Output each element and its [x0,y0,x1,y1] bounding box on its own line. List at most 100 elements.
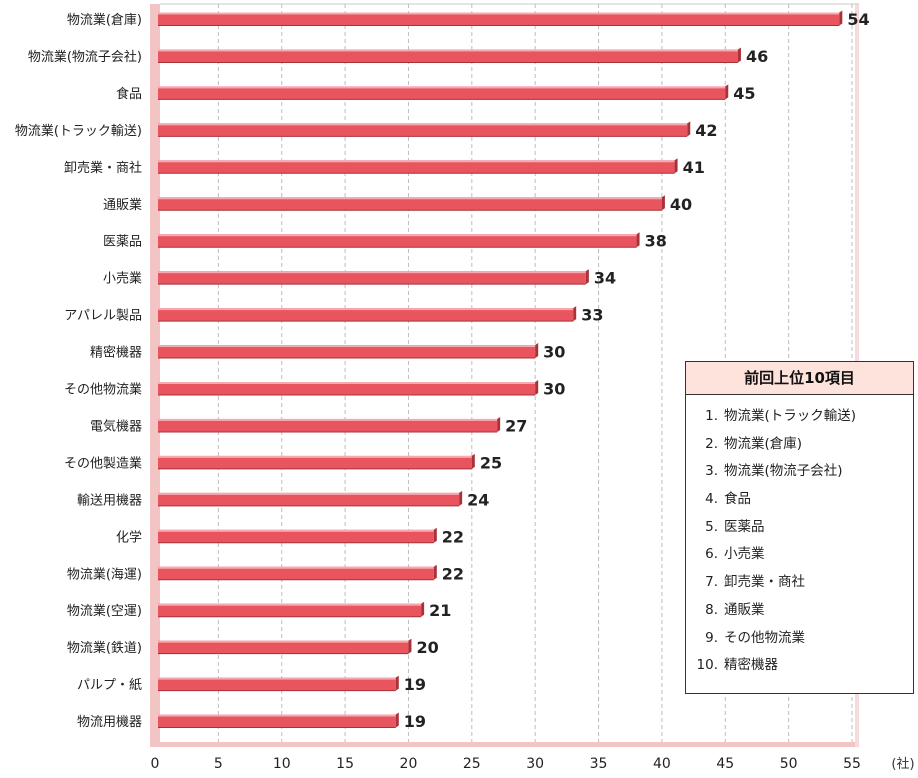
legend-item-rank: 3. [705,463,718,480]
category-label: 物流業(空運) [67,603,142,619]
legend-item-label: 卸売業・商社 [724,574,805,591]
category-label: 物流業(トラック輸送) [15,123,142,139]
legend-item-label: 物流業(物流子会社) [724,463,843,480]
frame-floor [150,742,859,747]
x-tick-label: 15 [336,756,354,772]
category-label: その他製造業 [64,455,142,471]
bar [158,380,539,396]
bar [158,269,589,285]
x-tick-label: 40 [653,756,671,772]
legend-item-label: 精密機器 [724,657,778,674]
legend-item: 4. 食品 [686,486,913,514]
bar [158,712,399,729]
data-label: 30 [543,380,565,399]
bar [158,232,640,248]
bar [158,675,399,692]
category-label: その他物流業 [64,382,142,398]
bar [158,343,539,359]
bar [158,10,843,26]
bar [158,84,729,100]
bar [158,601,425,618]
data-label: 54 [847,10,869,29]
bar [158,564,437,581]
data-label: 22 [442,527,464,546]
legend-item-rank: 8. [705,601,718,618]
data-label: 22 [442,564,464,583]
bars [158,10,843,729]
legend-item-rank: 9. [705,629,718,646]
x-tick-label: 50 [780,756,798,772]
category-label: 卸売業・商社 [64,160,142,176]
legend-item-rank: 7. [705,574,718,591]
data-label: 34 [594,269,616,288]
category-label: 物流業(物流子会社) [28,49,142,65]
category-label: 物流業(海運) [67,566,142,582]
bar [158,306,577,322]
legend-item: 6. 小売業 [686,541,913,569]
bar [158,158,678,174]
legend-title: 前回上位10項目 [686,362,913,395]
x-tick-label: 5 [214,756,223,772]
category-label: 物流業(倉庫) [67,12,142,28]
bar [158,527,437,544]
legend-item: 1. 物流業(トラック輸送) [686,403,913,431]
data-label: 19 [404,712,426,731]
x-tick-label: 30 [526,756,544,772]
category-label: 食品 [116,86,142,102]
category-label: 化学 [116,529,142,545]
legend-item: 5. 医薬品 [686,514,913,542]
bar [158,195,665,211]
legend-item: 9. その他物流業 [686,625,913,653]
legend-item: 2. 物流業(倉庫) [686,431,913,459]
category-label: 通販業 [103,197,142,213]
legend-item-rank: 4. [705,491,718,508]
data-label: 45 [733,84,755,103]
legend-item-label: 物流業(トラック輸送) [724,408,857,424]
legend-item-rank: 10. [696,657,718,674]
legend-item-rank: 5. [705,518,718,535]
legend-item-rank: 6. [705,546,718,563]
data-label: 38 [645,232,667,251]
legend-item: 3. 物流業(物流子会社) [686,458,913,486]
data-label: 25 [480,453,502,472]
legend-item-label: 物流業(倉庫) [724,435,803,452]
bar [158,121,691,137]
bar [158,453,475,470]
category-label: 物流用機器 [77,715,142,730]
category-label: 医薬品 [103,235,142,250]
x-tick-label: 10 [273,756,291,772]
data-label: 20 [416,638,438,657]
category-label: 輸送用機器 [77,493,142,508]
data-label: 24 [467,490,489,509]
legend-item-label: 食品 [724,491,751,508]
data-label: 41 [683,158,705,177]
legend-item-rank: 1. [705,408,718,424]
category-label: 小売業 [103,271,142,287]
frame-left-wall [150,4,160,742]
bar [158,416,501,433]
legend-list: 1. 物流業(トラック輸送) 2. 物流業(倉庫) 3. 物流業(物流子会社) 4. 食品 5.… [686,395,913,680]
legend-item-rank: 2. [705,435,718,452]
data-label: 33 [581,306,603,325]
data-label: 27 [505,416,527,435]
category-label: 電気機器 [90,418,142,434]
x-tick-label: 45 [716,756,734,772]
category-label: 精密機器 [90,345,142,361]
x-tick-label: 55 [843,756,861,772]
legend-item-label: 医薬品 [724,518,765,535]
data-label: 30 [543,343,565,362]
legend-item-label: その他物流業 [724,629,805,646]
bar [158,638,412,655]
legend-item-label: 通販業 [724,601,765,618]
category-label: アパレル製品 [64,309,142,324]
legend-previous-top10: 前回上位10項目 1. 物流業(トラック輸送) 2. 物流業(倉庫) 3. 物流業(物流子… [685,361,914,694]
bar [158,490,463,507]
category-label: パルプ・紙 [77,678,142,693]
legend-item: 10. 精密機器 [686,652,913,680]
data-label: 46 [746,47,768,66]
data-label: 21 [429,601,451,620]
